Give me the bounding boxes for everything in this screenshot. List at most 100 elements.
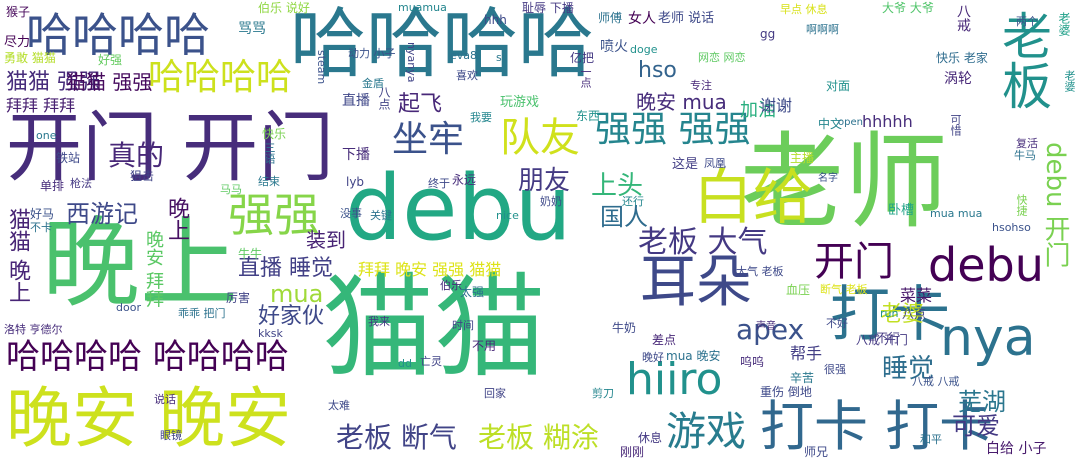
- word: nyanya: [405, 42, 418, 83]
- word: 我要: [470, 111, 492, 124]
- word: 拜拜 拜拜: [6, 96, 76, 115]
- word: 西游记: [66, 200, 138, 228]
- word: 直播 睡觉: [238, 256, 333, 281]
- word: lyb: [346, 175, 365, 189]
- word: 关键: [370, 209, 392, 222]
- word: 坐牢: [392, 119, 465, 160]
- word: 涡轮: [944, 71, 972, 87]
- word: 芜湖: [958, 388, 1006, 416]
- word: 拜拜 晚安 强强 猫猫: [358, 260, 502, 279]
- word: 老师: [740, 121, 949, 243]
- word: 血压: [786, 283, 811, 297]
- word: 晚安 mua: [636, 90, 727, 114]
- word: 起飞: [398, 92, 443, 117]
- word: mua mua: [930, 207, 983, 220]
- word: 中文: [818, 117, 843, 131]
- word: 八点: [902, 307, 927, 321]
- word: 剪刀: [592, 387, 614, 400]
- word: hhh: [484, 13, 507, 27]
- word: 刚刚: [620, 445, 645, 459]
- word: 睡觉: [882, 354, 935, 384]
- word: 开门 开门: [6, 103, 335, 192]
- word: 专注: [690, 79, 712, 92]
- word: mua: [270, 280, 324, 308]
- word: 晚安 拜拜: [143, 230, 164, 308]
- word: 主播: [790, 151, 815, 165]
- word: 回家: [484, 387, 506, 400]
- word: 名字: [818, 173, 838, 184]
- word: 哈哈哈哈: [26, 8, 210, 62]
- word: 重伤 倒地: [760, 385, 812, 399]
- word: 师兄: [804, 445, 829, 459]
- word: 亿把: [570, 51, 595, 65]
- word: 不卡: [30, 221, 52, 234]
- word: 猫猫 强强: [6, 70, 101, 95]
- word: 不好: [826, 317, 848, 330]
- word: 喜欢: [456, 69, 478, 82]
- word: 八戒: [955, 4, 971, 32]
- word: 猫猫 晚上: [5, 208, 30, 303]
- word: 老板 大气: [638, 225, 768, 260]
- word: 不行: [876, 331, 901, 345]
- word: 牛奶: [612, 321, 637, 335]
- word: 老师 说话: [658, 11, 715, 26]
- word: 猫猫: [322, 263, 546, 393]
- word: 说话: [154, 393, 176, 406]
- word: 好马: [30, 207, 55, 221]
- word: 断气 老板: [820, 283, 868, 296]
- word: 快捷: [1015, 194, 1028, 216]
- word: 好家伙: [258, 304, 325, 329]
- word: 猴子: [6, 5, 31, 19]
- word: muamua: [398, 1, 447, 14]
- word: 牛牛: [238, 247, 263, 261]
- word: 枪法: [70, 177, 92, 190]
- word: 可爱: [952, 412, 1000, 440]
- word: 晚上: [164, 197, 189, 241]
- word: 队友: [500, 115, 580, 161]
- word: 菜菜: [900, 286, 933, 305]
- word: 耻辱 下播: [522, 1, 574, 15]
- word: 师傅: [598, 11, 623, 25]
- word: 可惜: [949, 114, 962, 136]
- word: 直播: [342, 93, 370, 109]
- word: dd: [398, 357, 412, 370]
- word: 老婆: [880, 302, 925, 327]
- word: 单排: [40, 179, 65, 193]
- word: nya: [940, 308, 1036, 368]
- word: 朋友: [518, 166, 571, 196]
- word: 八戒 八戒: [912, 375, 960, 388]
- word: 快乐 老家: [936, 51, 988, 65]
- word: 老板: [994, 10, 1052, 110]
- word: 声音: [756, 321, 776, 332]
- word: 东西: [576, 109, 601, 123]
- word: 终于: [428, 177, 450, 190]
- word: 强强 强强: [595, 109, 751, 150]
- word: 谢谢: [760, 96, 793, 115]
- word: 不用: [472, 339, 497, 353]
- word: 白给 小子: [986, 441, 1047, 457]
- word: debu 开门: [1040, 142, 1070, 268]
- word: 尽力: [4, 35, 31, 50]
- word: 骂骂: [238, 21, 266, 37]
- word: 休息: [638, 431, 663, 445]
- word: 两个: [1016, 15, 1038, 28]
- word: apex: [736, 313, 805, 346]
- word: 还行: [622, 195, 644, 208]
- word: 时间: [452, 319, 474, 332]
- word: 金盾: [362, 77, 384, 90]
- word: 伯乐 说好: [258, 1, 310, 15]
- word: 马马: [220, 183, 242, 196]
- word: 快乐: [262, 127, 287, 141]
- word: 真的: [108, 139, 165, 172]
- word: 大气 老板: [736, 265, 784, 278]
- word: 老板 糊涂: [478, 421, 599, 454]
- word: hso: [638, 58, 677, 83]
- word: 哈哈哈哈: [290, 0, 594, 88]
- word: 哈哈哈哈: [148, 57, 293, 98]
- word: 喷火: [600, 39, 628, 55]
- word: 女人: [628, 11, 656, 27]
- word: 厉害: [226, 291, 251, 305]
- word: 早点 休息: [780, 3, 828, 16]
- word: 辛苦: [790, 371, 815, 385]
